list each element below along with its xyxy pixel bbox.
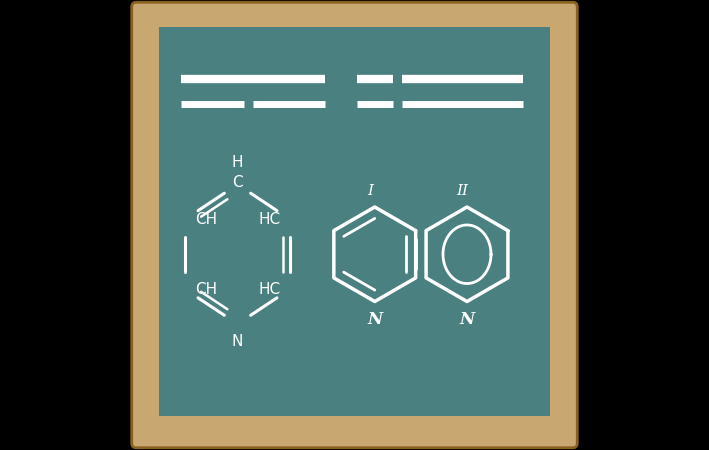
Text: N: N [459, 311, 474, 328]
Text: N: N [232, 334, 243, 349]
Text: N: N [367, 311, 382, 328]
Text: HC: HC [258, 212, 280, 227]
Text: CH: CH [195, 212, 217, 227]
FancyBboxPatch shape [132, 2, 577, 448]
Text: HC: HC [258, 282, 280, 297]
Text: H: H [232, 155, 243, 170]
Text: CH: CH [195, 282, 217, 297]
Text: I: I [367, 184, 373, 198]
Text: II: II [457, 184, 469, 198]
FancyBboxPatch shape [159, 27, 550, 416]
Text: C: C [232, 175, 242, 190]
